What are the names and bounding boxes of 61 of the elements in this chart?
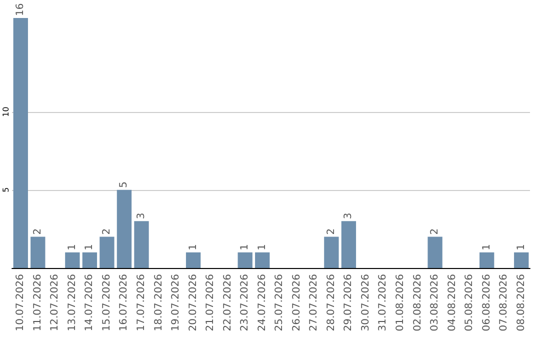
data-label: 5	[118, 182, 130, 188]
bar	[514, 252, 529, 268]
bar	[341, 221, 356, 268]
x-tick-label: 19.07.2026	[170, 274, 182, 332]
data-label: 1	[256, 244, 268, 250]
x-tick-label: 22.07.2026	[222, 274, 234, 332]
x-tick-label: 15.07.2026	[101, 274, 112, 332]
bar	[186, 252, 201, 268]
bar	[428, 236, 442, 268]
x-tick-label: 21.07.2026	[205, 274, 216, 332]
bar	[116, 190, 132, 268]
x-tick-label: 29.07.2026	[343, 274, 354, 332]
bar	[100, 236, 114, 268]
x-tick-label: 25.07.2026	[274, 274, 286, 332]
data-label: 2	[326, 228, 337, 235]
x-tick-label: 12.07.2026	[50, 274, 61, 332]
bar	[134, 221, 149, 268]
x-tick-label: 03.08.2026	[430, 274, 441, 332]
data-label: 2	[32, 228, 44, 235]
x-tick-label: 06.08.2026	[481, 274, 492, 332]
x-tick-label: 16.07.2026	[118, 274, 130, 332]
x-tick-label: 27.07.2026	[308, 274, 320, 332]
data-label: 3	[343, 212, 354, 220]
bar	[65, 252, 80, 268]
x-tick-label: 24.07.2026	[256, 274, 268, 332]
x-tick-label: 04.08.2026	[446, 274, 458, 332]
data-label: 3	[136, 212, 147, 220]
bar	[324, 236, 339, 268]
x-tick-label: 01.08.2026	[395, 274, 406, 332]
x-tick-label: 23.07.2026	[240, 274, 251, 332]
x-tick-label: 13.07.2026	[66, 274, 78, 332]
x-tick-label: 28.07.2026	[326, 274, 337, 332]
data-label: 1	[240, 244, 251, 250]
x-tick-label: 10.07.2026	[15, 274, 26, 332]
bar	[13, 18, 28, 268]
x-tick-label: 14.07.2026	[84, 274, 96, 332]
data-label: 2	[101, 228, 112, 235]
data-label: 1	[66, 244, 78, 250]
data-label: 2	[430, 228, 441, 235]
data-label: 16	[15, 3, 26, 16]
x-tick-label: 26.07.2026	[291, 274, 302, 332]
x-tick-label: 30.07.2026	[360, 274, 372, 332]
data-label: 1	[84, 244, 96, 250]
x-tick-label: 18.07.2026	[153, 274, 164, 332]
data-label: 1	[481, 244, 492, 250]
bar	[255, 252, 270, 268]
x-tick-label: 02.08.2026	[412, 274, 424, 332]
x-tick-label: 05.08.2026	[464, 274, 476, 332]
y-tick-label: 10	[2, 106, 10, 117]
data-label: 1	[516, 244, 527, 250]
bar	[238, 252, 252, 268]
bar	[479, 252, 494, 268]
data-label: 1	[188, 244, 199, 250]
x-tick-label: 31.07.2026	[378, 274, 389, 332]
x-tick-label: 08.08.2026	[516, 274, 527, 332]
x-tick-label: 07.08.2026	[498, 274, 510, 332]
bar	[82, 252, 98, 268]
x-tick-label: 17.07.2026	[136, 274, 147, 332]
x-tick-label: 11.07.2026	[32, 274, 44, 332]
bar	[30, 236, 46, 268]
x-tick-label: 20.07.2026	[188, 274, 199, 332]
